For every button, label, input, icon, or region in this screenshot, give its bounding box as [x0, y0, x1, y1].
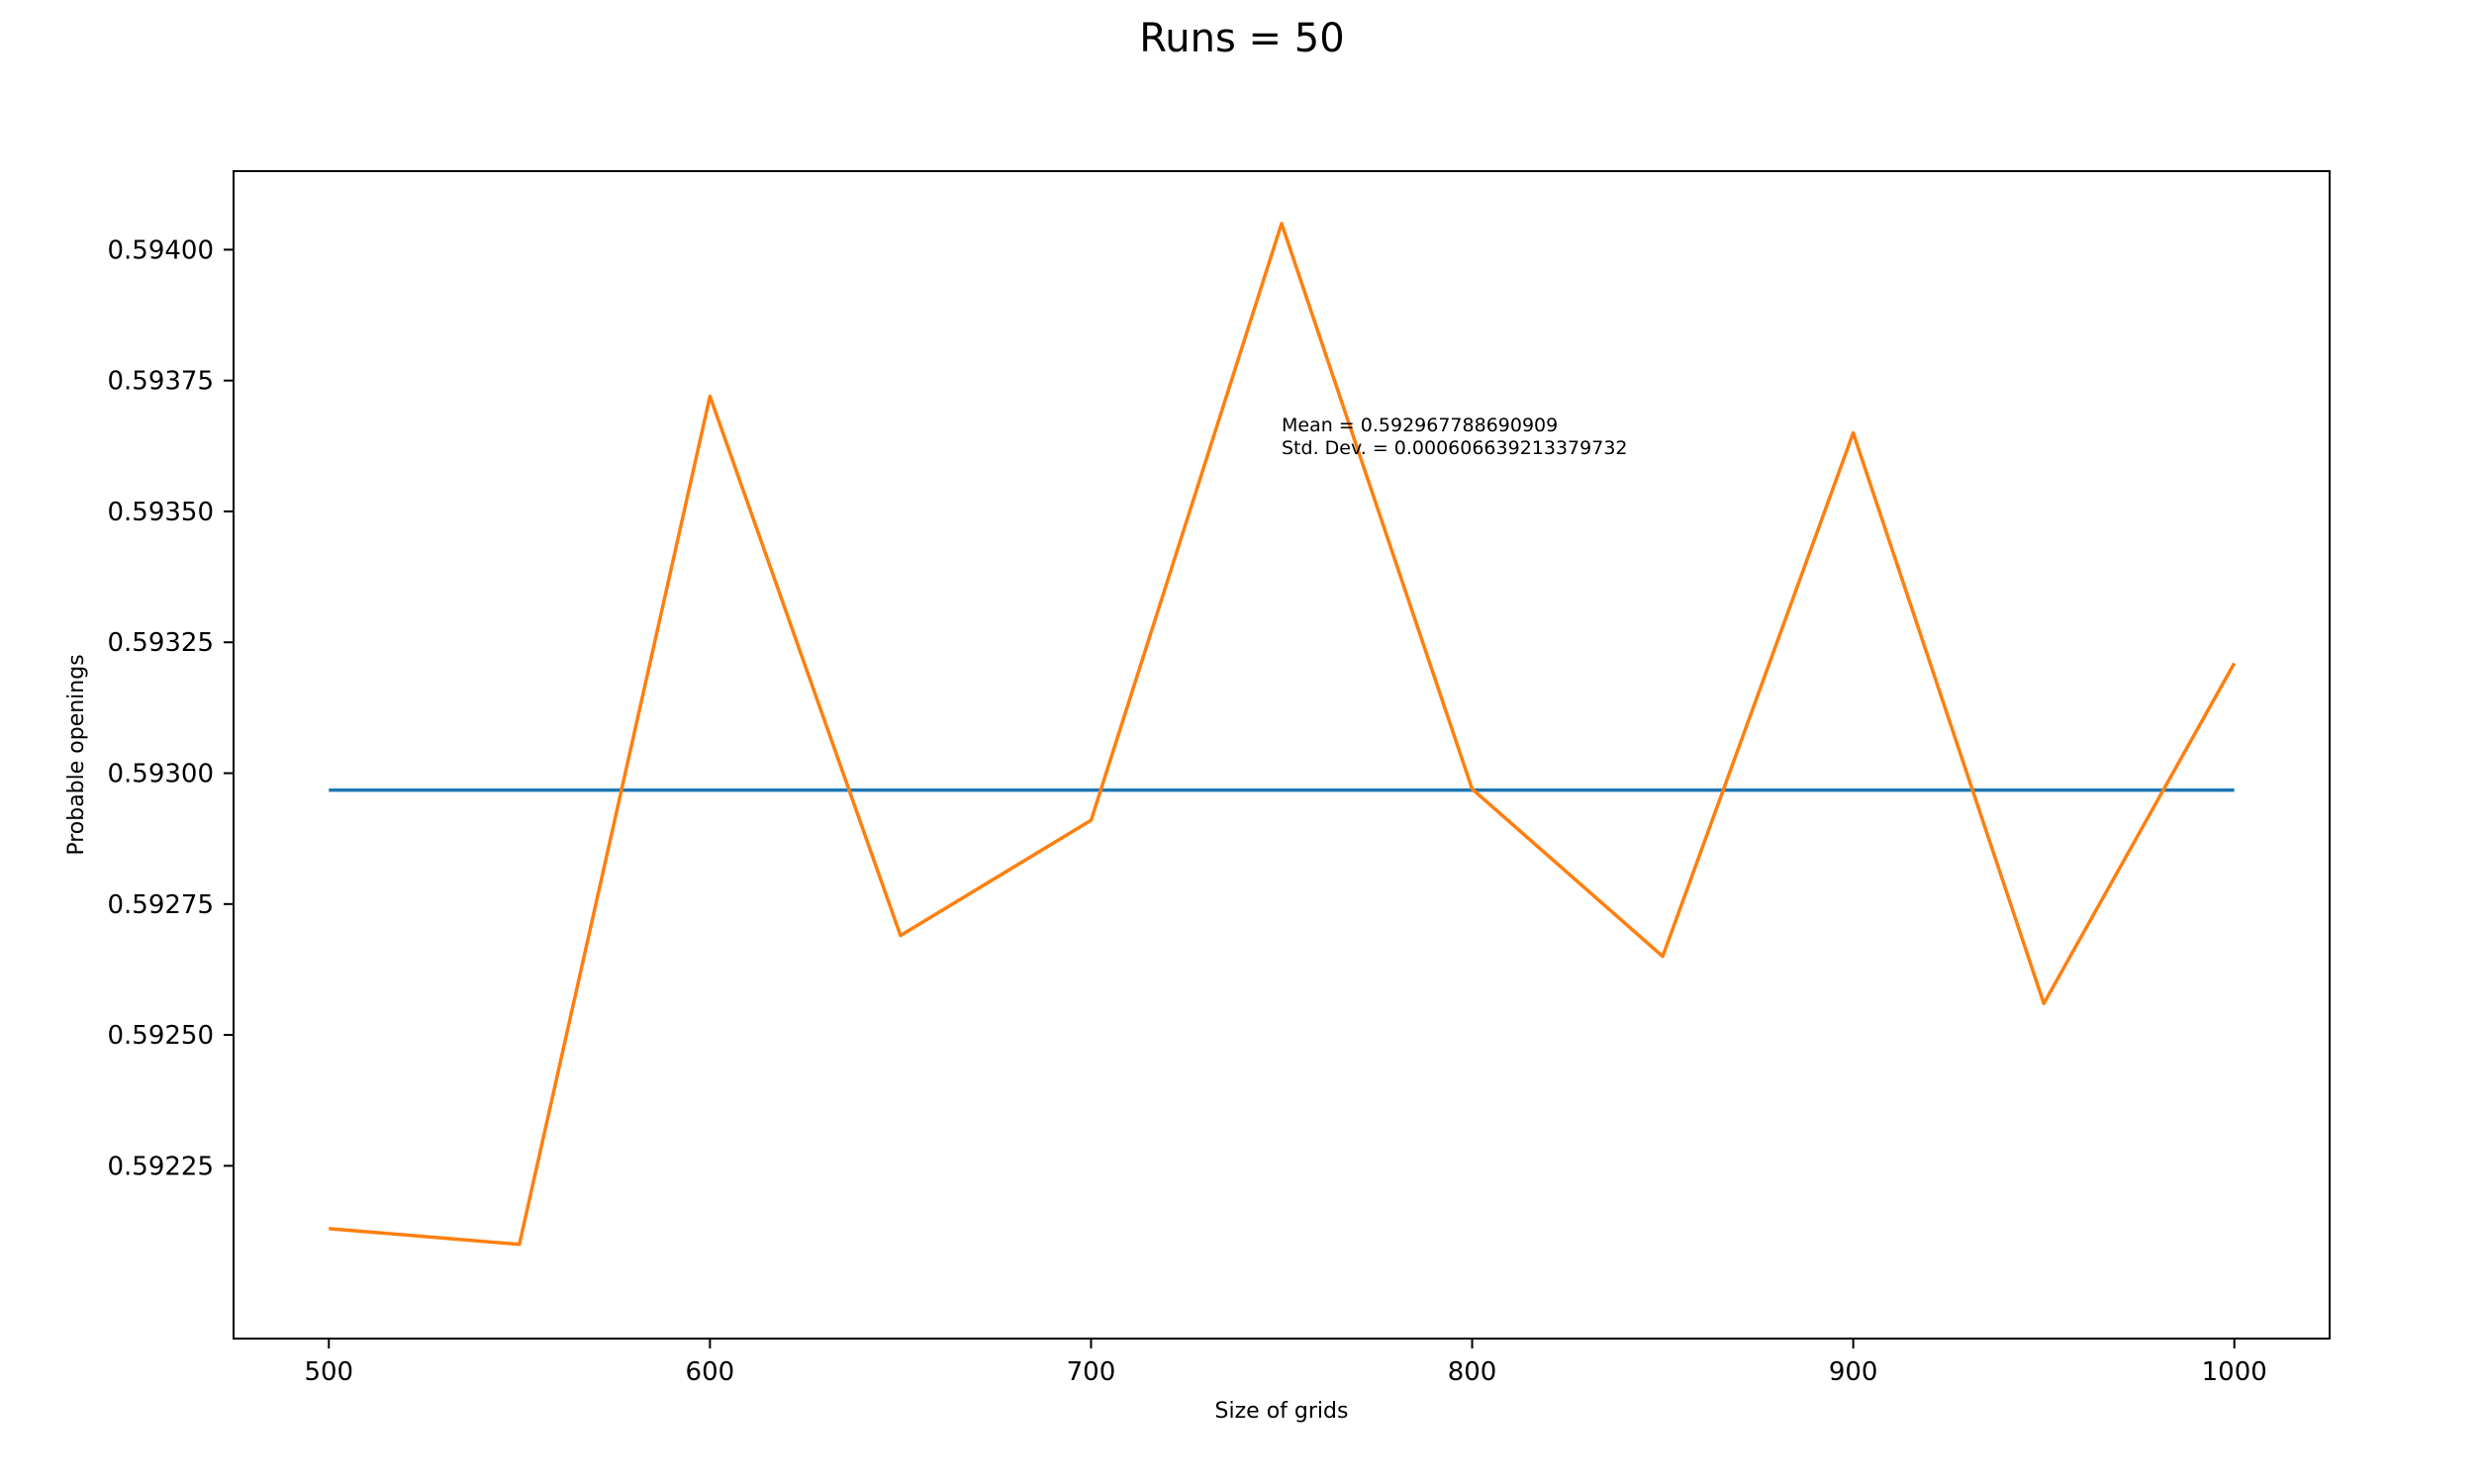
- y-tick-label: 0.59400: [107, 235, 214, 265]
- x-axis: 500 600 700 800 900 1000: [304, 1339, 2267, 1387]
- y-tick-label: 0.59350: [107, 498, 214, 527]
- annotation-line: Std. Dev. = 0.000606639213379732: [1282, 437, 1628, 459]
- annotation-line: Mean = 0.592967788690909: [1282, 415, 1558, 436]
- y-axis-label: Probable openings: [64, 654, 89, 855]
- x-tick-label: 600: [686, 1357, 735, 1387]
- x-tick-label: 900: [1829, 1357, 1878, 1387]
- y-tick-label: 0.59250: [107, 1021, 214, 1051]
- y-tick-label: 0.59300: [107, 760, 214, 789]
- y-tick-label: 0.59275: [107, 890, 214, 920]
- x-tick-label: 800: [1448, 1357, 1497, 1387]
- x-tick-label: 1000: [2202, 1357, 2267, 1387]
- y-tick-label: 0.59325: [107, 628, 214, 658]
- plot-frame: [233, 170, 2331, 1340]
- chart-title: Runs = 50: [1139, 16, 1344, 61]
- y-axis: 0.59225 0.59250 0.59275 0.59300 0.59325 0.593…: [107, 235, 234, 1181]
- series-layer: [329, 222, 2237, 1247]
- y-tick-label: 0.59375: [107, 367, 214, 397]
- y-tick-label: 0.59225: [107, 1152, 214, 1181]
- series-line-1: [329, 222, 2237, 1247]
- x-tick-label: 500: [304, 1357, 353, 1387]
- x-axis-label: Size of grids: [1215, 1399, 1349, 1424]
- x-tick-label: 700: [1067, 1357, 1116, 1387]
